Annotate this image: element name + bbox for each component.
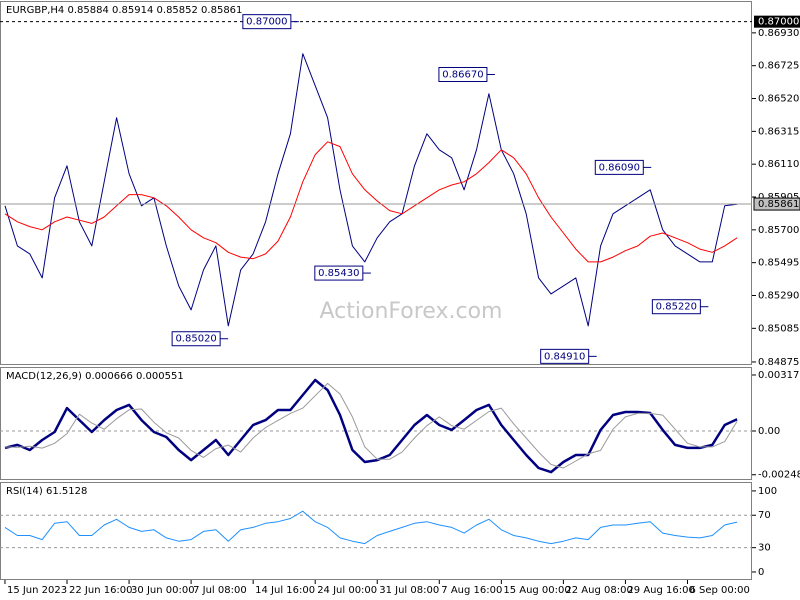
annotation-box — [651, 299, 701, 315]
annotation-box — [171, 331, 221, 347]
annotation-box — [594, 159, 644, 175]
y-tick-label: 0 — [758, 567, 764, 578]
annotation-box — [438, 67, 488, 83]
x-tick-label: 22 Aug 08:00 — [565, 585, 632, 596]
y-tick-label: 0.86315 — [758, 126, 799, 137]
y-tick-label: 30 — [758, 543, 771, 554]
y-tick-label: 0.84875 — [758, 357, 799, 368]
panel-title: RSI(14) 61.5128 — [6, 486, 87, 497]
x-tick-label: 15 Jun 2023 — [7, 585, 67, 596]
x-tick-label: 15 Aug 00:00 — [503, 585, 570, 596]
x-tick-label: 6 Sep 00:00 — [689, 585, 749, 596]
annotation-box — [540, 348, 590, 364]
annotation-label: 0.86090 — [599, 162, 640, 173]
x-tick-label: 29 Aug 16:00 — [627, 585, 694, 596]
panel-border — [0, 367, 752, 480]
x-tick-label: 31 Jul 08:00 — [379, 585, 439, 596]
high-label: 0.87000 — [758, 17, 799, 28]
panel-title: MACD(12,26,9) 0.000666 0.000551 — [6, 371, 184, 382]
x-tick-label: 30 Jun 00:00 — [131, 585, 195, 596]
series-line — [4, 382, 738, 469]
annotation-label: 0.85020 — [175, 334, 216, 345]
y-tick-label: 0.85290 — [758, 290, 799, 301]
x-tick-label: 22 Jun 16:00 — [69, 585, 133, 596]
y-tick-label: 0.86110 — [758, 159, 799, 170]
annotation-box — [314, 265, 364, 281]
annotation-label: 0.84910 — [544, 351, 585, 362]
y-tick-label: 0.00 — [758, 426, 780, 437]
y-tick-label: 0.85495 — [758, 258, 799, 269]
y-tick-label: 0.85085 — [758, 323, 799, 334]
x-tick-label: 7 Aug 16:00 — [441, 585, 502, 596]
x-tick-label: 24 Jul 00:00 — [317, 585, 377, 596]
series-line — [4, 53, 738, 327]
y-tick-label: -0.002482 — [758, 470, 800, 481]
annotation-box — [242, 14, 292, 30]
annotation-label: 0.86670 — [442, 70, 483, 81]
high-label-bg — [754, 15, 800, 28]
annotation-label: 0.85220 — [656, 302, 697, 313]
panel-border — [0, 482, 752, 580]
y-tick-label: 0.003177 — [758, 370, 800, 381]
annotation-label: 0.87000 — [246, 17, 287, 28]
x-tick-label: 7 Jul 08:00 — [193, 585, 247, 596]
series-line — [4, 510, 738, 545]
y-tick-label: 100 — [758, 486, 777, 497]
y-tick-label: 0.86725 — [758, 61, 799, 72]
y-tick-label: 0.86520 — [758, 94, 799, 105]
annotation-label: 0.85430 — [318, 268, 359, 279]
y-tick-label: 0.85700 — [758, 225, 799, 236]
last-price-label: 0.85861 — [758, 199, 799, 210]
panel-border — [0, 1, 752, 365]
y-tick-label: 70 — [758, 510, 771, 521]
y-tick-label: 0.86930 — [758, 28, 799, 39]
y-tick-label: 0.85905 — [758, 192, 799, 203]
series-line — [4, 378, 738, 474]
x-tick-label: 14 Jul 16:00 — [255, 585, 315, 596]
panel-title: EURGBP,H4 0.85884 0.85914 0.85852 0.8586… — [6, 5, 242, 16]
watermark: ActionForex.com — [320, 299, 503, 324]
series-line — [4, 141, 738, 263]
last-price-bg — [753, 197, 800, 211]
